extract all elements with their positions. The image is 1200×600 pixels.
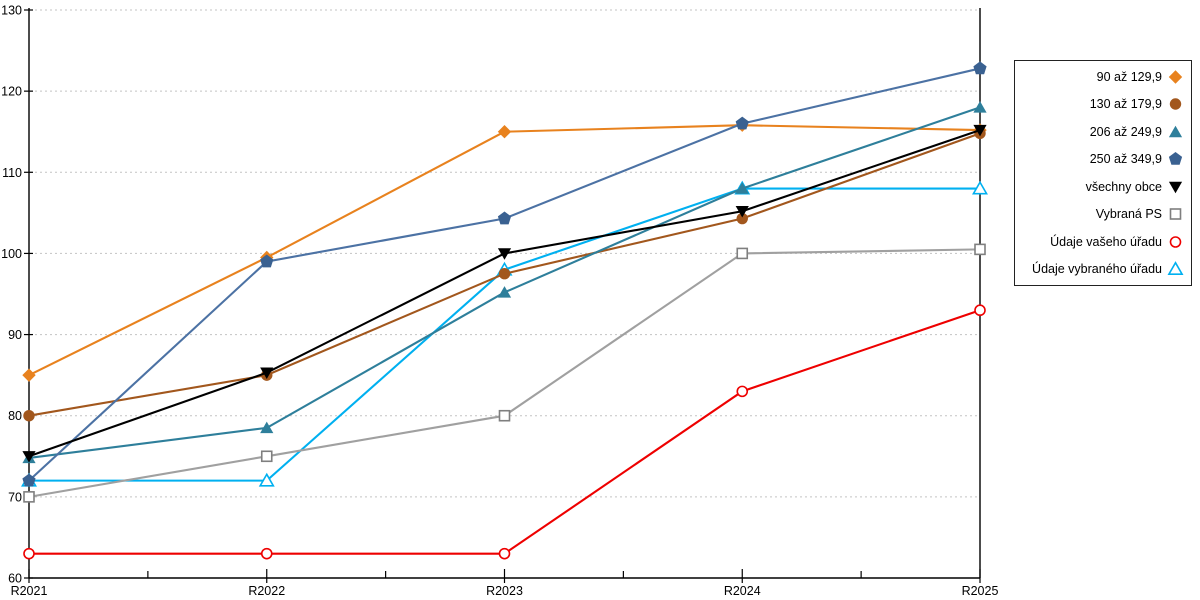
data-point <box>973 61 987 75</box>
data-point <box>260 450 273 463</box>
data-point <box>974 243 986 256</box>
legend-label: 250 až 349,9 <box>1089 152 1162 167</box>
x-tick-label: R2021 <box>11 584 48 598</box>
data-point <box>497 125 512 139</box>
data-point <box>497 248 512 260</box>
legend-label: 206 až 249,9 <box>1089 124 1162 139</box>
legend-label: 90 až 129,9 <box>1096 69 1162 84</box>
data-point <box>736 247 749 260</box>
data-point <box>498 409 511 422</box>
data-point <box>736 212 748 225</box>
legend-item: Údaje vašeho úřadu <box>1015 234 1191 250</box>
y-tick-label: 120 <box>1 85 22 99</box>
legend-item: 90 až 129,9 <box>1015 69 1191 85</box>
data-point <box>498 268 511 280</box>
data-point <box>23 410 35 422</box>
series-line-6 <box>29 309 981 555</box>
data-point <box>974 304 986 317</box>
data-point <box>22 473 36 487</box>
data-point <box>736 385 749 398</box>
legend-item: všechny obce <box>1015 179 1191 195</box>
data-point <box>497 211 512 225</box>
triangle-down-icon <box>1167 179 1184 195</box>
x-tick-label: R2022 <box>248 584 285 598</box>
triangle-up-icon <box>1167 261 1184 277</box>
data-point <box>260 367 274 380</box>
data-point <box>260 254 274 268</box>
y-tick-label: 100 <box>1 247 22 261</box>
y-tick-label: 60 <box>8 572 22 586</box>
data-point <box>973 101 987 113</box>
data-point <box>260 421 274 434</box>
square-icon <box>1167 206 1184 222</box>
legend-item: 206 až 249,9 <box>1015 124 1191 140</box>
data-point <box>735 116 749 130</box>
circle-icon <box>1167 234 1184 250</box>
legend-label: 130 až 179,9 <box>1089 97 1162 112</box>
y-tick-label: 130 <box>1 4 22 18</box>
legend: 90 až 129,9 130 až 179,9 206 až 249,9 250 a… <box>1014 60 1192 286</box>
data-point <box>260 547 273 560</box>
x-tick-label: R2024 <box>724 584 761 598</box>
legend-item: Vybraná PS <box>1015 206 1191 222</box>
data-point <box>22 368 36 382</box>
legend-item: 250 až 349,9 <box>1015 151 1191 167</box>
legend-item: 130 až 179,9 <box>1015 96 1191 112</box>
diamond-icon <box>1167 69 1184 85</box>
x-tick-label: R2025 <box>962 584 999 598</box>
legend-label: Údaje vašeho úřadu <box>1050 234 1162 249</box>
y-tick-label: 90 <box>8 328 22 342</box>
legend-label: Vybraná PS <box>1095 207 1162 222</box>
y-tick-label: 80 <box>8 409 22 423</box>
data-point <box>23 491 35 503</box>
x-tick-label: R2023 <box>486 584 523 598</box>
data-point <box>973 124 987 137</box>
y-tick-label: 110 <box>2 166 22 180</box>
data-point <box>735 182 749 194</box>
data-point <box>258 472 275 487</box>
data-point <box>972 180 988 195</box>
circle-icon <box>1167 96 1184 112</box>
pentagon-icon <box>1167 151 1184 167</box>
data-point <box>498 547 511 560</box>
data-point <box>735 206 749 218</box>
data-point <box>497 286 512 298</box>
triangle-up-icon <box>1167 124 1184 140</box>
data-point <box>23 547 35 560</box>
y-tick-label: 70 <box>8 490 22 504</box>
legend-item: Údaje vybraného úřadu <box>1015 261 1191 277</box>
legend-label: všechny obce <box>1085 179 1162 194</box>
legend-label: Údaje vybraného úřadu <box>1032 262 1162 277</box>
data-point <box>22 451 36 463</box>
